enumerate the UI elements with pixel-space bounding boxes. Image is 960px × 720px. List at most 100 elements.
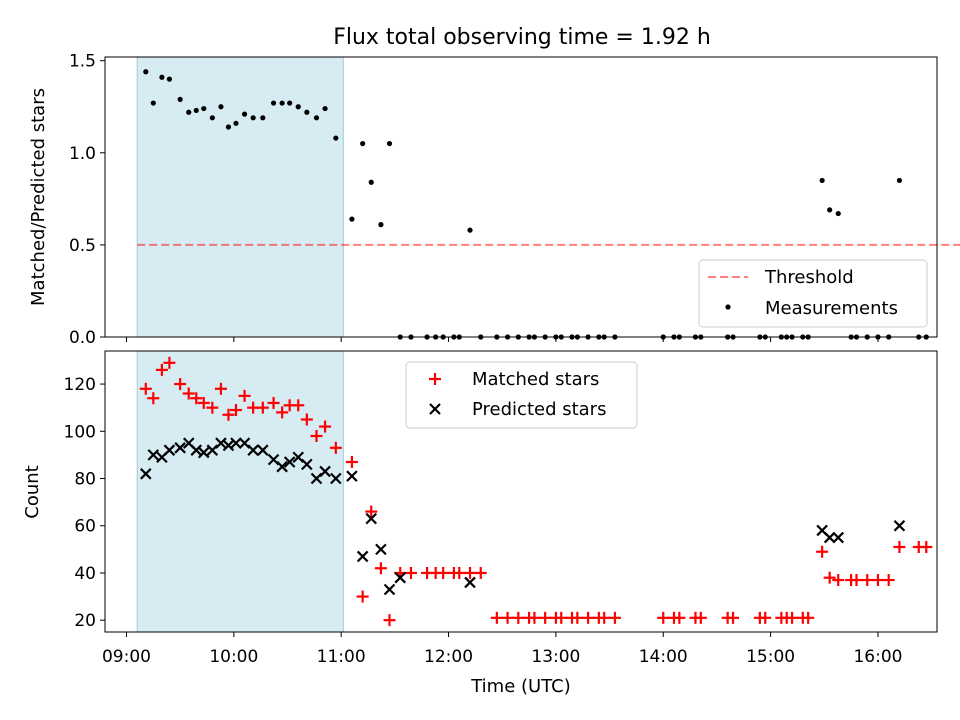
measurement-point [386, 140, 393, 147]
count-panel: 20 40 60 80 100 120 09:00 10:00 11:00 12:00 13:00… [22, 350, 938, 697]
measurement-point [835, 210, 841, 217]
measurement-point [378, 222, 384, 228]
measurement-point [233, 120, 239, 126]
matched-stars-series [139, 356, 933, 627]
matched-point [555, 611, 568, 624]
measurement-point [250, 115, 256, 121]
measurement-point [287, 100, 293, 106]
predicted-point [319, 465, 331, 478]
matched-point [310, 430, 323, 443]
matched-point [329, 441, 342, 454]
matched-point [267, 396, 280, 409]
predicted-point [301, 458, 313, 471]
matched-point [256, 401, 269, 414]
legend-matched-label: Matched stars [472, 369, 599, 390]
measurement-point [360, 140, 366, 147]
matched-point [893, 540, 906, 553]
predicted-point [140, 468, 152, 480]
matched-point [365, 505, 378, 518]
matched-point [356, 590, 369, 603]
matched-point [182, 387, 195, 400]
matched-point [345, 455, 358, 468]
predicted-point [365, 512, 378, 525]
y-tick-label: 40 [74, 564, 96, 584]
legend-measurements-label: Measurements [765, 298, 898, 319]
matched-point [501, 611, 514, 624]
matched-point [528, 611, 541, 624]
predicted-point [330, 472, 342, 485]
count-legend-box [405, 361, 638, 429]
measurement-point [313, 115, 320, 121]
matched-point [292, 399, 305, 412]
measurement-point [260, 115, 266, 121]
measurement-point [159, 74, 165, 80]
predicted-point [197, 446, 210, 459]
ratio-legend: Threshold Measurements [698, 259, 928, 328]
ratio-y-axis: 0.0 0.5 1.0 1.5 [69, 52, 105, 348]
matched-point [214, 382, 227, 395]
y-tick-label: 1.0 [69, 144, 96, 164]
matched-point [727, 611, 740, 624]
measurement-point [166, 76, 173, 82]
measurement-point [186, 109, 192, 115]
predicted-point [356, 550, 369, 563]
matched-point [383, 614, 396, 627]
measurement-point [295, 104, 301, 110]
matched-point [155, 363, 168, 376]
measurement-point [827, 207, 833, 213]
matched-point [206, 401, 219, 414]
measurement-point [279, 100, 285, 106]
legend-measurements-swatch [725, 304, 731, 310]
measurement-point [368, 179, 374, 185]
matched-point [673, 611, 686, 624]
matched-point [374, 562, 387, 575]
measurement-point [333, 135, 339, 141]
matched-point [786, 611, 799, 624]
ratio-x-ticks [125, 337, 879, 342]
predicted-point [832, 531, 845, 544]
y-tick-label: 120 [64, 375, 96, 395]
matched-point [453, 566, 466, 579]
legend-threshold-label: Threshold [764, 267, 854, 288]
matched-point [512, 611, 525, 624]
measurement-point [225, 124, 232, 130]
matched-point [404, 566, 417, 579]
y-tick-label: 60 [74, 517, 96, 537]
count-legend: Matched stars Predicted stars [405, 361, 638, 429]
predicted-point [464, 576, 476, 589]
ratio-legend-box [698, 259, 928, 328]
matched-point [657, 611, 670, 624]
matched-point [571, 611, 584, 624]
matched-point [474, 566, 487, 579]
measurement-point [467, 227, 473, 233]
measurement-point [177, 96, 183, 102]
predicted-point [257, 444, 269, 456]
ratio-y-label: Matched/Predicted stars [28, 88, 49, 306]
measurement-point [896, 177, 903, 184]
count-y-axis: 20 40 60 80 100 120 [64, 375, 105, 631]
predicted-point [147, 449, 160, 461]
predicted-point [375, 543, 387, 556]
predicted-stars-series [140, 437, 906, 596]
measurement-point [304, 109, 310, 115]
matched-point [163, 356, 176, 369]
matched-point [882, 574, 895, 587]
measurement-point [201, 105, 207, 112]
x-tick-label: 12:00 [424, 647, 473, 667]
predicted-point [346, 470, 358, 482]
measurement-point [270, 100, 277, 106]
x-tick-label: 14:00 [639, 647, 688, 667]
matched-point [816, 545, 829, 558]
y-tick-label: 0.0 [69, 328, 96, 348]
matched-point [823, 571, 836, 584]
matched-point [608, 611, 621, 624]
matched-point [229, 404, 242, 417]
matched-point [464, 566, 477, 579]
predicted-point [893, 519, 906, 532]
matched-point [802, 611, 815, 624]
predicted-point [394, 571, 407, 584]
matched-point [319, 420, 332, 433]
predicted-point [230, 437, 242, 449]
matched-point [832, 574, 845, 587]
